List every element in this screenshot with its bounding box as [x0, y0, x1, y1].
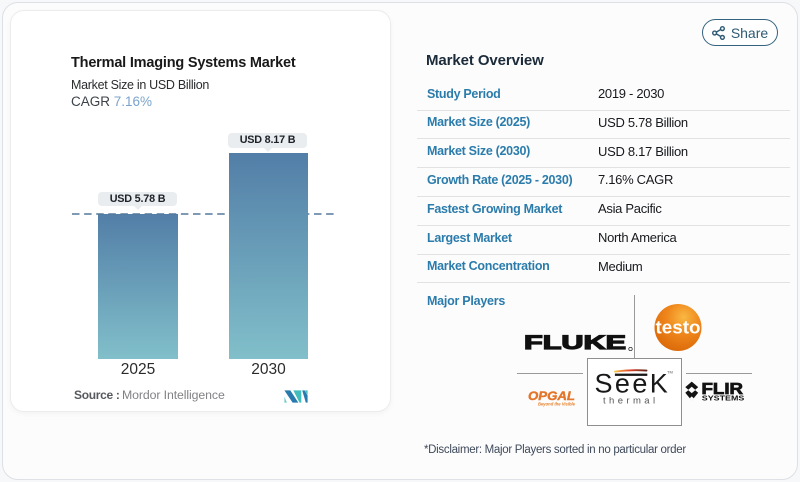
svg-text:OPGAL: OPGAL	[528, 389, 575, 403]
svg-text:FLUKE: FLUKE	[524, 334, 626, 352]
svg-text:SYSTEMS: SYSTEMS	[701, 393, 744, 402]
svg-text:testo: testo	[656, 318, 701, 338]
svg-text:TM: TM	[667, 370, 673, 375]
svg-text:Beyond the Visible: Beyond the Visible	[538, 401, 576, 406]
svg-text:FLIR: FLIR	[701, 381, 743, 398]
svg-text:thermal: thermal	[603, 396, 658, 407]
svg-text:SeeK: SeeK	[595, 369, 671, 399]
